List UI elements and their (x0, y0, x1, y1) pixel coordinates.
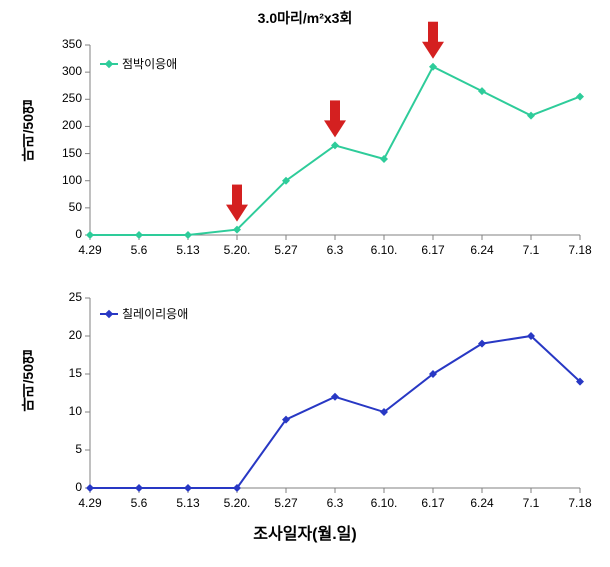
ytick-label: 350 (50, 37, 82, 51)
ytick-label: 50 (50, 200, 82, 214)
xtick-label: 7.18 (558, 243, 602, 257)
legend-marker-bottom (100, 313, 118, 315)
xtick-label: 6.17 (411, 496, 455, 510)
xtick-label: 4.29 (68, 243, 112, 257)
xaxis-label: 조사일자(월.일) (0, 520, 610, 544)
xtick-label: 6.3 (313, 496, 357, 510)
xtick-label: 7.18 (558, 496, 602, 510)
xtick-label: 6.10. (362, 496, 406, 510)
xtick-label: 5.27 (264, 496, 308, 510)
xtick-label: 6.24 (460, 243, 504, 257)
ytick-label: 10 (50, 404, 82, 418)
chart-bottom-svg (0, 0, 610, 520)
legend-top: 점박이응애 (100, 55, 177, 72)
xtick-label: 6.17 (411, 243, 455, 257)
ytick-label: 0 (50, 227, 82, 241)
xtick-label: 5.20. (215, 496, 259, 510)
ytick-label: 0 (50, 480, 82, 494)
ytick-label: 15 (50, 366, 82, 380)
ytick-label: 200 (50, 118, 82, 132)
ytick-label: 300 (50, 64, 82, 78)
xtick-label: 5.6 (117, 243, 161, 257)
xtick-label: 5.13 (166, 496, 210, 510)
xtick-label: 5.27 (264, 243, 308, 257)
legend-marker-top (100, 63, 118, 65)
xtick-label: 5.20. (215, 243, 259, 257)
ytick-label: 5 (50, 442, 82, 456)
legend-label-top: 점박이응애 (122, 55, 177, 72)
xtick-label: 6.3 (313, 243, 357, 257)
ytick-label: 25 (50, 290, 82, 304)
ytick-label: 100 (50, 173, 82, 187)
ytick-label: 20 (50, 328, 82, 342)
xtick-label: 6.10. (362, 243, 406, 257)
ytick-label: 250 (50, 91, 82, 105)
ytick-label: 150 (50, 146, 82, 160)
legend-bottom: 칠레이리응애 (100, 305, 188, 322)
xtick-label: 5.13 (166, 243, 210, 257)
xtick-label: 5.6 (117, 496, 161, 510)
legend-label-bottom: 칠레이리응애 (122, 305, 188, 322)
xtick-label: 7.1 (509, 496, 553, 510)
xtick-label: 6.24 (460, 496, 504, 510)
xtick-label: 4.29 (68, 496, 112, 510)
xtick-label: 7.1 (509, 243, 553, 257)
